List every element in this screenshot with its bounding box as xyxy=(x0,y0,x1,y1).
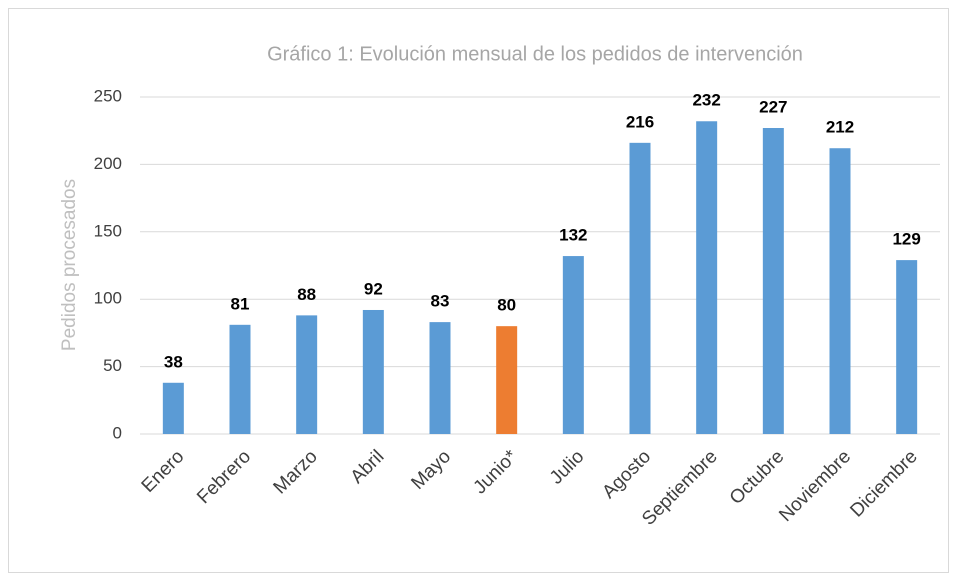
y-tick-label: 0 xyxy=(113,423,122,442)
data-label: 83 xyxy=(431,292,450,311)
y-axis-label: Pedidos procesados xyxy=(59,179,80,351)
data-label: 129 xyxy=(892,230,920,249)
y-tick-label: 250 xyxy=(94,86,122,105)
data-label: 81 xyxy=(231,294,250,313)
bar xyxy=(629,142,651,434)
y-tick-label: 100 xyxy=(94,289,122,308)
bar xyxy=(496,326,518,434)
bar xyxy=(762,128,784,434)
chart-title: Gráfico 1: Evolución mensual de los pedi… xyxy=(267,43,803,65)
chart-frame xyxy=(8,8,949,573)
bar xyxy=(296,315,318,434)
data-label: 227 xyxy=(759,97,787,116)
data-label: 80 xyxy=(497,296,516,315)
data-label: 38 xyxy=(164,352,183,371)
bar xyxy=(162,382,184,434)
data-label: 216 xyxy=(626,112,654,131)
y-tick-label: 150 xyxy=(94,221,122,240)
bar xyxy=(429,322,451,434)
bar xyxy=(362,309,384,434)
bar xyxy=(896,260,918,434)
y-tick-label: 50 xyxy=(103,356,122,375)
data-label: 88 xyxy=(297,285,316,304)
data-label: 212 xyxy=(826,118,854,137)
y-tick-label: 200 xyxy=(94,154,122,173)
bar xyxy=(562,256,584,434)
data-label: 132 xyxy=(559,226,587,245)
bar xyxy=(829,148,851,434)
bar xyxy=(696,121,718,434)
bar xyxy=(229,324,251,434)
data-label: 92 xyxy=(364,279,383,298)
data-label: 232 xyxy=(692,91,720,110)
